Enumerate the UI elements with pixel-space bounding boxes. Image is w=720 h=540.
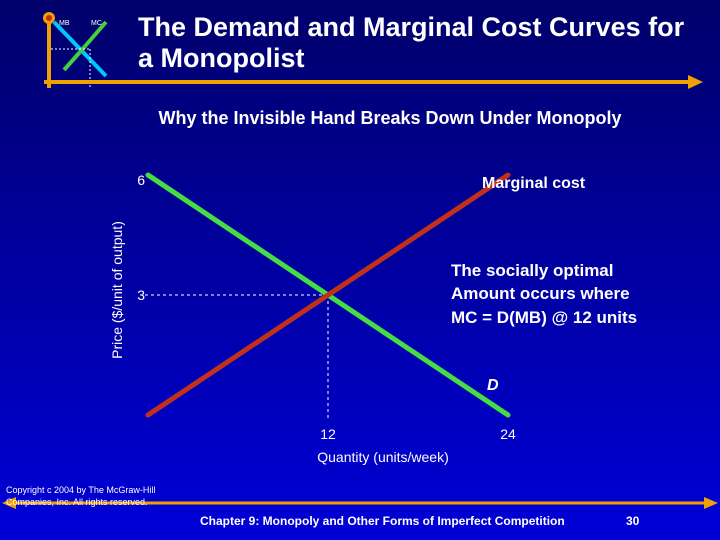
- header-rule-arrowhead: [688, 75, 703, 89]
- y-tick-label-3: 3: [137, 287, 145, 303]
- marginal-cost-line: [145, 172, 511, 418]
- chart-subtitle: Why the Invisible Hand Breaks Down Under…: [158, 108, 622, 128]
- y-axis-label: Price ($/unit of output): [109, 221, 125, 359]
- annotation-line-1: The socially optimal: [451, 261, 614, 280]
- footer-rule-left-arrowhead: [2, 497, 16, 509]
- chapter-title: Chapter 9: Monopoly and Other Forms of I…: [200, 514, 565, 528]
- x-tick-label-12: 12: [320, 426, 336, 442]
- mb-mc-logo-icon: MB MC: [43, 12, 108, 88]
- footer-rule-right-arrowhead: [704, 497, 718, 509]
- y-tick-label-6: 6: [137, 172, 145, 188]
- page-title: The Demand and Marginal Cost Curves for …: [138, 12, 685, 73]
- marginal-cost-series-label: Marginal cost: [482, 175, 586, 192]
- x-tick-label-24: 24: [500, 426, 516, 442]
- annotation-line-3: MC = D(MB) @ 12 units: [451, 308, 637, 327]
- logo-mc-label: MC: [91, 20, 102, 27]
- demand-series-label: D: [487, 377, 499, 394]
- page-number: 30: [626, 514, 640, 528]
- copyright-notice: Copyright c 2004 by The McGraw-Hill Comp…: [6, 485, 156, 507]
- annotation-line-2: Amount occurs where: [451, 284, 630, 303]
- x-axis-label: Quantity (units/week): [317, 449, 449, 465]
- logo-mb-label: MB: [59, 20, 70, 27]
